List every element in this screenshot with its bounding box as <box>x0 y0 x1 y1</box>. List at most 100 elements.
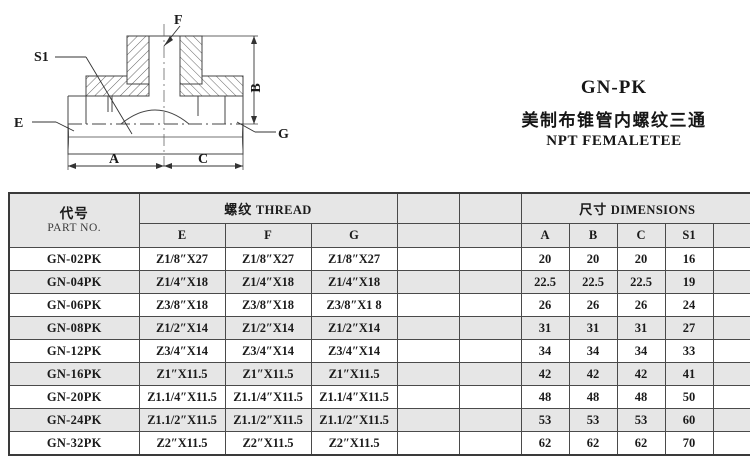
cell-tail <box>712 408 750 432</box>
cell-gap-2 <box>458 339 522 363</box>
table-row: GN-32PK Z2″X11.5 Z2″X11.5 Z2″X11.5 62 62 62 70 <box>8 431 750 456</box>
specification-table: 代号 PART NO. 螺纹 THREAD 尺寸 DIMENSIONS E F … <box>8 192 750 456</box>
cell-dim-b: 20 <box>568 247 618 271</box>
cell-dim-c: 22.5 <box>616 270 666 294</box>
cell-part-no: GN-12PK <box>8 339 140 363</box>
cell-dim-a: 62 <box>520 431 570 456</box>
cell-thread-g: Z1.1/2″X11.5 <box>310 408 398 432</box>
cell-part-no: GN-08PK <box>8 316 140 340</box>
table-row: GN-16PK Z1″X11.5 Z1″X11.5 Z1″X11.5 42 42 42 41 <box>8 362 750 386</box>
header-col-f: F <box>224 223 312 248</box>
tee-fitting-svg: F S1 B E G A C <box>14 13 289 170</box>
cell-gap-1 <box>396 270 460 294</box>
cell-thread-e: Z1/2″X14 <box>138 316 226 340</box>
table-row: GN-06PK Z3/8″X18 Z3/8″X18 Z3/8″X1 8 26 26 26 24 <box>8 293 750 317</box>
cell-dim-b: 34 <box>568 339 618 363</box>
header-part-no-cn: 代号 <box>59 205 89 222</box>
table-body: GN-02PK Z1/8″X27 Z1/8″X27 Z1/8″X27 20 20 20 16 G… <box>8 247 750 456</box>
drawing-label-e: E <box>14 116 23 131</box>
cell-dim-s1: 50 <box>664 385 714 409</box>
cell-tail <box>712 362 750 386</box>
cell-thread-f: Z1/2″X14 <box>224 316 312 340</box>
cell-tail <box>712 270 750 294</box>
cell-tail <box>712 431 750 456</box>
cell-tail <box>712 293 750 317</box>
drawing-label-g: G <box>278 127 289 142</box>
cell-dim-a: 48 <box>520 385 570 409</box>
cell-dim-b: 53 <box>568 408 618 432</box>
cell-thread-e: Z1/8″X27 <box>138 247 226 271</box>
cell-thread-g: Z1/2″X14 <box>310 316 398 340</box>
cell-part-no: GN-02PK <box>8 247 140 271</box>
cell-thread-f: Z1/4″X18 <box>224 270 312 294</box>
cell-dim-b: 48 <box>568 385 618 409</box>
cell-gap-1 <box>396 339 460 363</box>
cell-thread-e: Z1″X11.5 <box>138 362 226 386</box>
cell-dim-c: 48 <box>616 385 666 409</box>
cell-gap-2 <box>458 293 522 317</box>
table-row: GN-04PK Z1/4″X18 Z1/4″X18 Z1/4″X18 22.5 22.5 2… <box>8 270 750 294</box>
cell-thread-e: Z3/4″X14 <box>138 339 226 363</box>
cell-thread-g: Z1″X11.5 <box>310 362 398 386</box>
cell-dim-b: 31 <box>568 316 618 340</box>
cell-thread-g: Z1.1/4″X11.5 <box>310 385 398 409</box>
title-block: GN-PK 美制布锥管内螺纹三通 NPT FEMALETEE <box>480 77 748 151</box>
cell-thread-f: Z1/8″X27 <box>224 247 312 271</box>
drawing-label-f: F <box>174 13 183 28</box>
cell-dim-b: 22.5 <box>568 270 618 294</box>
table-row: GN-08PK Z1/2″X14 Z1/2″X14 Z1/2″X14 31 31 31 27 <box>8 316 750 340</box>
cell-dim-s1: 27 <box>664 316 714 340</box>
cell-dim-b: 42 <box>568 362 618 386</box>
table-head: 代号 PART NO. 螺纹 THREAD 尺寸 DIMENSIONS E F … <box>8 192 750 248</box>
cell-thread-f: Z1″X11.5 <box>224 362 312 386</box>
cell-thread-g: Z3/8″X1 8 <box>310 293 398 317</box>
cell-dim-c: 53 <box>616 408 666 432</box>
cell-dim-a: 42 <box>520 362 570 386</box>
cell-tail <box>712 247 750 271</box>
header-gap-2 <box>458 192 522 224</box>
header-dimensions-group-en: DIMENSIONS <box>610 203 696 217</box>
product-code: GN-PK <box>580 77 648 98</box>
header-col-e: E <box>138 223 226 248</box>
cell-thread-e: Z2″X11.5 <box>138 431 226 456</box>
header-sub-gap-2 <box>458 223 522 248</box>
cell-part-no: GN-24PK <box>8 408 140 432</box>
cell-gap-1 <box>396 362 460 386</box>
cell-gap-1 <box>396 385 460 409</box>
cell-dim-s1: 41 <box>664 362 714 386</box>
cell-part-no: GN-32PK <box>8 431 140 456</box>
cell-dim-s1: 16 <box>664 247 714 271</box>
cell-gap-1 <box>396 247 460 271</box>
cell-thread-g: Z1/4″X18 <box>310 270 398 294</box>
cell-dim-s1: 24 <box>664 293 714 317</box>
drawing-label-b: B <box>249 83 264 92</box>
cell-dim-a: 26 <box>520 293 570 317</box>
header-group-row: 代号 PART NO. 螺纹 THREAD 尺寸 DIMENSIONS <box>8 192 750 248</box>
header-col-c: C <box>616 223 666 248</box>
cell-dim-c: 34 <box>616 339 666 363</box>
header-col-g: G <box>310 223 398 248</box>
header-col-a: A <box>520 223 570 248</box>
cell-thread-e: Z3/8″X18 <box>138 293 226 317</box>
cell-dim-s1: 70 <box>664 431 714 456</box>
table-row: GN-20PK Z1.1/4″X11.5 Z1.1/4″X11.5 Z1.1/4″X1… <box>8 385 750 409</box>
cell-gap-1 <box>396 316 460 340</box>
cell-dim-b: 26 <box>568 293 618 317</box>
cell-thread-f: Z3/4″X14 <box>224 339 312 363</box>
cell-dim-c: 42 <box>616 362 666 386</box>
cell-part-no: GN-20PK <box>8 385 140 409</box>
cell-gap-2 <box>458 362 522 386</box>
cell-dim-s1: 19 <box>664 270 714 294</box>
cell-dim-a: 34 <box>520 339 570 363</box>
table-row: GN-24PK Z1.1/2″X11.5 Z1.1/2″X11.5 Z1.1/2″X1… <box>8 408 750 432</box>
header-dimensions-group-cn: 尺寸 <box>579 203 608 218</box>
table-row: GN-12PK Z3/4″X14 Z3/4″X14 Z3/4″X14 34 34 34 33 <box>8 339 750 363</box>
drawing-label-s1: S1 <box>34 50 49 65</box>
header-sub-gap-1 <box>396 223 460 248</box>
cell-dim-a: 22.5 <box>520 270 570 294</box>
cell-dim-s1: 60 <box>664 408 714 432</box>
cell-gap-1 <box>396 408 460 432</box>
product-name-en: NPT FEMALETEE <box>546 133 682 150</box>
cell-thread-f: Z1.1/4″X11.5 <box>224 385 312 409</box>
header-gap-1 <box>396 192 460 224</box>
